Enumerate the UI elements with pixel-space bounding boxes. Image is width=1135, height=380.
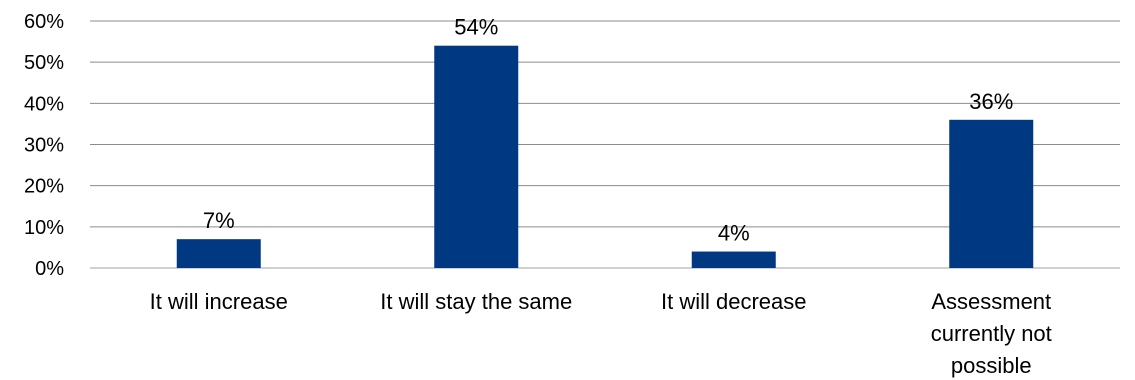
y-tick-label: 50% bbox=[24, 52, 64, 74]
category-label-line: possible bbox=[951, 353, 1032, 378]
y-tick-label: 10% bbox=[24, 217, 64, 239]
category-label-line: currently not bbox=[931, 321, 1052, 346]
category-label: Assessment currently not possible bbox=[931, 289, 1052, 378]
data-label: 54% bbox=[454, 15, 498, 40]
category-labels: It will increase It will stay the same It … bbox=[150, 289, 1052, 378]
category-label-line: It will stay the same bbox=[380, 289, 572, 314]
bar bbox=[176, 239, 261, 268]
y-tick-label: 60% bbox=[24, 11, 64, 33]
bar bbox=[434, 45, 519, 269]
y-tick-label: 0% bbox=[35, 258, 64, 280]
category-label: It will increase bbox=[150, 289, 288, 314]
bar bbox=[691, 251, 776, 268]
y-tick-label: 40% bbox=[24, 93, 64, 115]
gridlines bbox=[90, 20, 1120, 269]
bars bbox=[176, 45, 1034, 269]
category-label: It will stay the same bbox=[380, 289, 572, 314]
category-label-line: It will increase bbox=[150, 289, 288, 314]
bar bbox=[949, 119, 1034, 268]
data-label: 4% bbox=[718, 221, 750, 246]
category-label: It will decrease bbox=[661, 289, 807, 314]
data-label: 36% bbox=[969, 89, 1013, 114]
y-tick-label: 30% bbox=[24, 135, 64, 157]
data-label: 7% bbox=[203, 208, 235, 233]
y-tick-label: 20% bbox=[24, 176, 64, 198]
category-label-line: It will decrease bbox=[661, 289, 807, 314]
data-labels: 7% 54% 4% 36% bbox=[203, 15, 1013, 246]
category-label-line: Assessment bbox=[931, 289, 1051, 314]
y-axis-tick-labels: 0% 10% 20% 30% 40% 50% 60% bbox=[24, 11, 64, 280]
